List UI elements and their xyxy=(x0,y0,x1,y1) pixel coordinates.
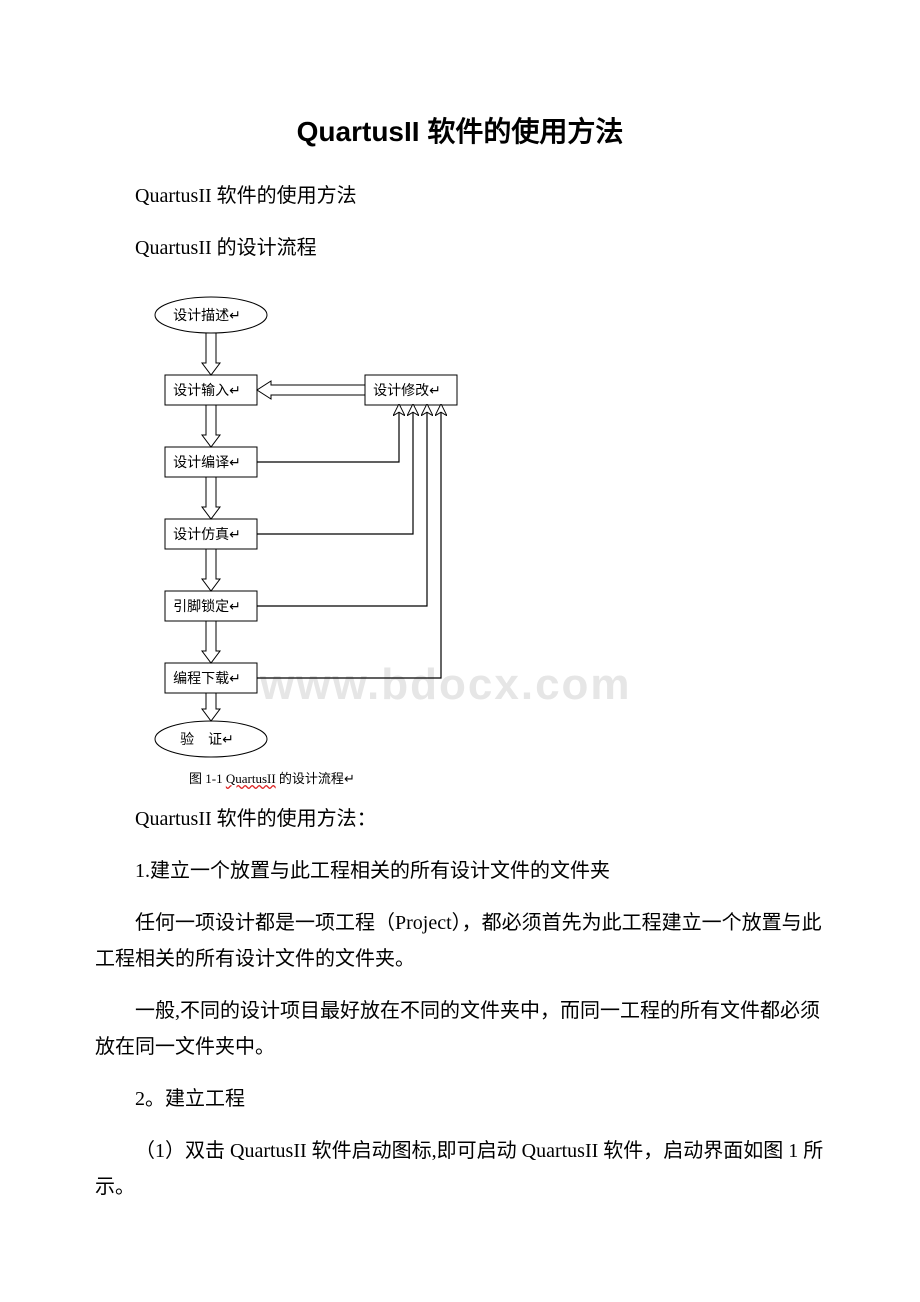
svg-text:设计修改↵: 设计修改↵ xyxy=(373,383,441,399)
caption-prefix: 图 1-1 xyxy=(189,771,226,786)
subtitle-1: QuartusII 软件的使用方法 xyxy=(95,178,825,214)
caption-underlined: QuartusII xyxy=(226,771,276,786)
svg-text:验 证↵: 验 证↵ xyxy=(180,732,234,748)
page-title: QuartusII 软件的使用方法 xyxy=(95,110,825,150)
svg-text:引脚锁定↵: 引脚锁定↵ xyxy=(173,599,241,615)
svg-text:设计仿真↵: 设计仿真↵ xyxy=(173,527,241,543)
document-content: QuartusII 软件的使用方法 QuartusII 软件的使用方法 Quar… xyxy=(95,110,825,1205)
svg-text:编程下载↵: 编程下载↵ xyxy=(173,671,241,687)
caption-return: ↵ xyxy=(344,771,355,786)
caption-suffix: 的设计流程 xyxy=(276,771,344,786)
body-p4: 一般,不同的设计项目最好放在不同的文件夹中，而同一工程的所有文件都必须放在同一文… xyxy=(95,993,825,1065)
body-p6: （1）双击 QuartusII 软件启动图标,即可启动 QuartusII 软件… xyxy=(95,1133,825,1205)
body-p5: 2。建立工程 xyxy=(95,1081,825,1117)
svg-text:设计输入↵: 设计输入↵ xyxy=(173,383,241,399)
flowchart-diagram: 设计描述↵设计输入↵设计编译↵设计仿真↵引脚锁定↵编程下载↵验 证↵设计修改↵ … xyxy=(105,282,825,787)
body-p1: QuartusII 软件的使用方法： xyxy=(95,801,825,837)
svg-text:设计描述↵: 设计描述↵ xyxy=(173,308,241,324)
svg-text:设计编译↵: 设计编译↵ xyxy=(173,455,241,471)
body-p2: 1.建立一个放置与此工程相关的所有设计文件的文件夹 xyxy=(95,853,825,889)
subtitle-2: QuartusII 的设计流程 xyxy=(95,230,825,266)
flowchart-svg: 设计描述↵ 设计输入↵ 设计编译↵ 设计仿真↵ 引脚锁定↵ 编程下载↵ 验 证↵ 设计修改↵ xyxy=(105,282,485,762)
body-p3: 任何一项设计都是一项工程（Project），都必须首先为此工程建立一个放置与此工… xyxy=(95,905,825,977)
diagram-caption: 图 1-1 QuartusII 的设计流程↵ xyxy=(189,768,825,787)
